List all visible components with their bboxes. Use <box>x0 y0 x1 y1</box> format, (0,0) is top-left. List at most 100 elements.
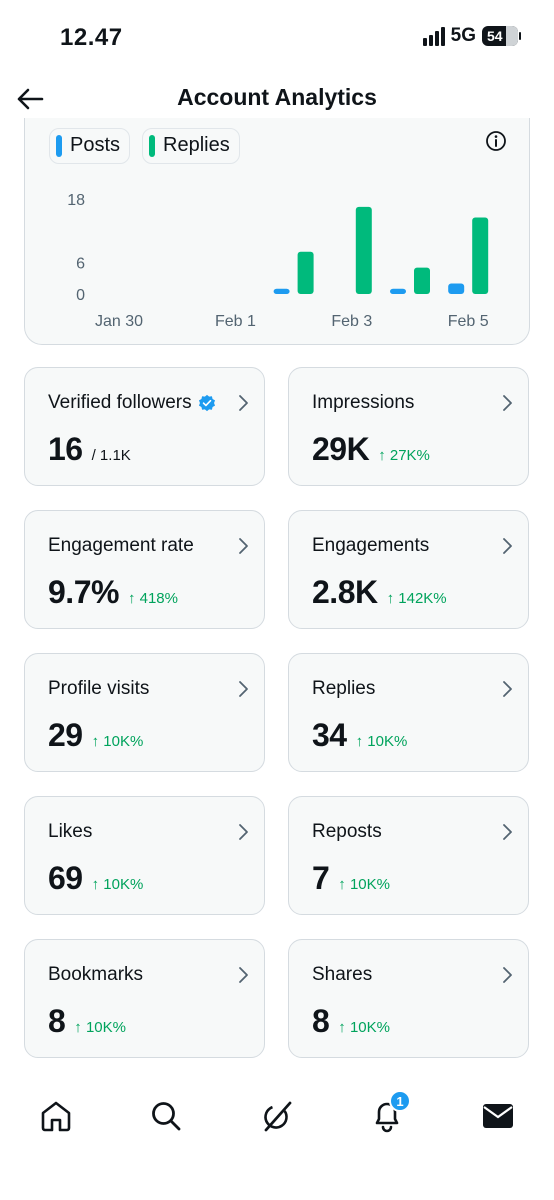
nav-messages[interactable] <box>478 1096 518 1136</box>
metric-label: Engagements <box>312 535 429 557</box>
metric-value: 2.8K <box>312 574 378 610</box>
metric-card-shares[interactable]: Shares 8 ↑ 10K% <box>288 939 529 1058</box>
chevron-right-icon <box>503 681 512 697</box>
x-tick-label: Feb 1 <box>215 313 256 330</box>
y-tick-label: 18 <box>67 192 85 209</box>
metric-label-text: Impressions <box>312 392 415 413</box>
metric-label-text: Likes <box>48 821 93 842</box>
metric-label-text: Engagement rate <box>48 535 194 556</box>
chevron-right-icon <box>503 538 512 554</box>
metric-value-row: 8 ↑ 10K% <box>48 1003 126 1040</box>
metric-card-profile-visits[interactable]: Profile visits 29 ↑ 10K% <box>24 653 265 772</box>
nav-search[interactable] <box>146 1096 186 1136</box>
legend-replies-label: Replies <box>163 134 230 156</box>
page-title: Account Analytics <box>177 84 377 110</box>
bar-chart: 0 6 18 Jan 30 Feb 1 Feb 3 Feb 5 <box>67 192 489 330</box>
metric-value: 29 <box>48 717 83 753</box>
status-time: 12.47 <box>60 24 123 51</box>
metric-value: 29K <box>312 431 370 467</box>
notification-badge: 1 <box>389 1090 411 1112</box>
metric-label: Replies <box>312 678 375 700</box>
metric-value: 7 <box>312 860 330 896</box>
verified-badge-icon <box>198 394 215 412</box>
chevron-right-icon <box>239 824 248 840</box>
network-label: 5G <box>450 25 476 46</box>
metric-card-verified-followers[interactable]: Verified followers 16 / 1.1K <box>24 367 265 486</box>
back-button[interactable] <box>12 81 48 117</box>
bottom-nav: 1 <box>0 1086 554 1146</box>
y-tick-label: 0 <box>76 287 85 304</box>
signal-icon <box>422 26 445 46</box>
metric-change: ↑ 418% <box>127 590 178 607</box>
metric-card-replies[interactable]: Replies 34 ↑ 10K% <box>288 653 529 772</box>
metric-label-text: Bookmarks <box>48 964 144 985</box>
chevron-right-icon <box>503 395 512 411</box>
legend-posts-swatch <box>56 134 62 157</box>
metric-label: Reposts <box>312 821 382 843</box>
chevron-right-icon <box>239 967 248 983</box>
metric-change: ↑ 10K% <box>74 1019 126 1036</box>
bar-posts-feb-4[interactable] <box>390 288 406 294</box>
chevron-right-icon <box>503 824 512 840</box>
metric-change: ↑ 10K% <box>338 1019 390 1036</box>
x-tick-label: Jan 30 <box>95 313 143 330</box>
metric-label-text: Reposts <box>312 821 382 842</box>
metric-card-engagement-rate[interactable]: Engagement rate 9.7% ↑ 418% <box>24 510 265 629</box>
chevron-right-icon <box>239 395 248 411</box>
bar-posts-feb-5[interactable] <box>448 283 465 294</box>
metric-label: Likes <box>48 821 92 843</box>
metric-label: Bookmarks <box>48 964 143 986</box>
metric-card-likes[interactable]: Likes 69 ↑ 10K% <box>24 796 265 915</box>
metric-card-bookmarks[interactable]: Bookmarks 8 ↑ 10K% <box>24 939 265 1058</box>
metric-label: Shares <box>312 964 372 986</box>
metric-change: ↑ 27K% <box>378 447 430 464</box>
metric-card-reposts[interactable]: Reposts 7 ↑ 10K% <box>288 796 529 915</box>
legend-replies-swatch <box>149 134 156 157</box>
nav-home[interactable] <box>36 1096 76 1136</box>
bar-replies-feb-2[interactable] <box>297 251 314 294</box>
y-tick-label: 6 <box>76 255 85 272</box>
info-icon[interactable] <box>485 130 507 152</box>
messages-icon <box>483 1104 513 1128</box>
metric-label: Engagement rate <box>48 535 194 557</box>
metric-label-text: Verified followers <box>48 392 192 413</box>
nav-grok[interactable] <box>257 1096 297 1136</box>
bar-replies-feb-4[interactable] <box>414 267 430 294</box>
metric-value-row: 2.8K ↑ 142K% <box>312 574 447 611</box>
chevron-right-icon <box>239 538 248 554</box>
bar-posts-feb-2[interactable] <box>273 288 290 294</box>
arrow-left-icon <box>17 88 44 110</box>
home-icon <box>41 1101 71 1132</box>
bar-replies-feb-3[interactable] <box>355 206 372 294</box>
metric-value-row: 7 ↑ 10K% <box>312 860 390 897</box>
metric-label-text: Profile visits <box>48 678 150 699</box>
metric-change: ↑ 10K% <box>91 733 144 750</box>
status-bar: 12.47 5G 54 <box>0 0 554 70</box>
metric-label: Profile visits <box>48 678 149 700</box>
status-indicators: 5G 54 <box>422 25 521 47</box>
header: Account Analytics <box>0 75 554 123</box>
metric-label-text: Shares <box>312 964 373 985</box>
metric-value: 9.7% <box>48 574 119 610</box>
bar-replies-feb-5[interactable] <box>472 217 489 294</box>
legend-replies[interactable]: Replies <box>142 128 240 164</box>
chart-card: Posts Replies 0 6 18 Jan 30 Feb 1 Feb 3 Feb 5 <box>24 118 530 345</box>
metric-value: 8 <box>312 1003 330 1039</box>
metric-value-row: 69 ↑ 10K% <box>48 860 143 897</box>
metric-value-row: 29 ↑ 10K% <box>48 717 143 754</box>
chevron-right-icon <box>503 967 512 983</box>
chevron-right-icon <box>239 681 248 697</box>
nav-notifications[interactable]: 1 <box>367 1090 411 1136</box>
metric-change: ↑ 10K% <box>338 876 390 893</box>
x-tick-label: Feb 3 <box>331 313 372 330</box>
metric-value: 34 <box>312 717 347 753</box>
metric-card-impressions[interactable]: Impressions 29K ↑ 27K% <box>288 367 529 486</box>
x-tick-label: Feb 5 <box>448 313 489 330</box>
notifications-icon <box>375 1102 399 1133</box>
metric-change: ↑ 142K% <box>386 590 447 607</box>
metric-card-engagements[interactable]: Engagements 2.8K ↑ 142K% <box>288 510 529 629</box>
metric-value-row: 34 ↑ 10K% <box>312 717 407 754</box>
metric-value-row: 9.7% ↑ 418% <box>48 574 178 611</box>
legend-posts[interactable]: Posts <box>49 128 131 164</box>
search-icon <box>152 1102 181 1131</box>
